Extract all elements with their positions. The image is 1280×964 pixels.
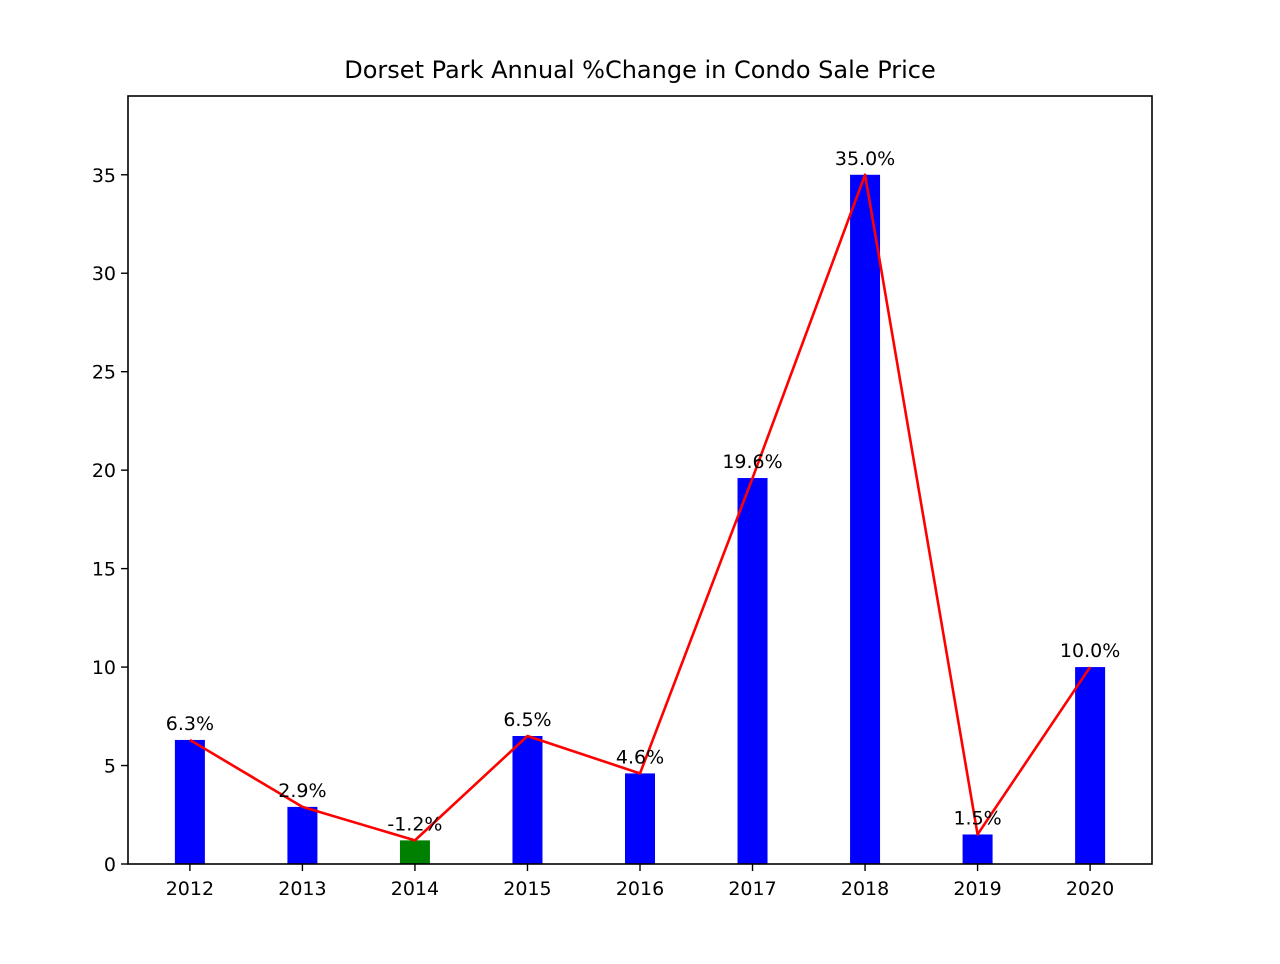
- x-tick-label: 2012: [166, 878, 214, 900]
- plot-area: 0 5 10 15 20 25 30 35 2012 2013 2014 2015 2016 2017 20…: [92, 148, 1120, 900]
- bar-2016: [625, 773, 655, 864]
- bar-2015: [512, 736, 543, 864]
- data-label: 1.5%: [953, 807, 1001, 829]
- y-tick-label: 0: [104, 854, 116, 876]
- x-tick-label: 2019: [953, 878, 1001, 900]
- x-tick-label: 2017: [728, 878, 776, 900]
- bar-2018: [850, 174, 881, 864]
- data-label: 4.6%: [616, 746, 664, 768]
- data-label: 6.5%: [503, 709, 551, 731]
- x-tick-label: 2014: [391, 878, 439, 900]
- x-tick-label: 2020: [1066, 878, 1114, 900]
- bar-2012: [174, 739, 205, 864]
- bar-2020: [1075, 667, 1106, 864]
- data-label: 2.9%: [278, 780, 326, 802]
- bar-2014: [399, 840, 430, 864]
- data-label: 6.3%: [166, 713, 214, 735]
- data-label: 10.0%: [1060, 640, 1120, 662]
- y-tick-label: 35: [92, 165, 116, 187]
- chart-title: Dorset Park Annual %Change in Condo Sale…: [344, 56, 935, 84]
- bar-2013: [287, 806, 318, 864]
- y-tick-label: 10: [92, 657, 116, 679]
- data-label: 19.6%: [722, 451, 782, 473]
- y-tick-label: 20: [92, 460, 116, 482]
- x-tick-label: 2016: [616, 878, 664, 900]
- x-tick-label: 2013: [278, 878, 326, 900]
- axes-frame: [127, 95, 1153, 865]
- data-label: 35.0%: [835, 148, 895, 170]
- y-tick-label: 5: [104, 756, 116, 778]
- y-tick-label: 30: [92, 263, 116, 285]
- bar-2017: [737, 478, 768, 864]
- x-tick-label: 2015: [503, 878, 551, 900]
- x-tick-label: 2018: [841, 878, 889, 900]
- trend-line: [189, 173, 1092, 842]
- data-label: -1.2%: [387, 813, 442, 835]
- bar-2019: [962, 834, 993, 864]
- y-tick-label: 15: [92, 559, 116, 581]
- y-tick-label: 25: [92, 362, 116, 384]
